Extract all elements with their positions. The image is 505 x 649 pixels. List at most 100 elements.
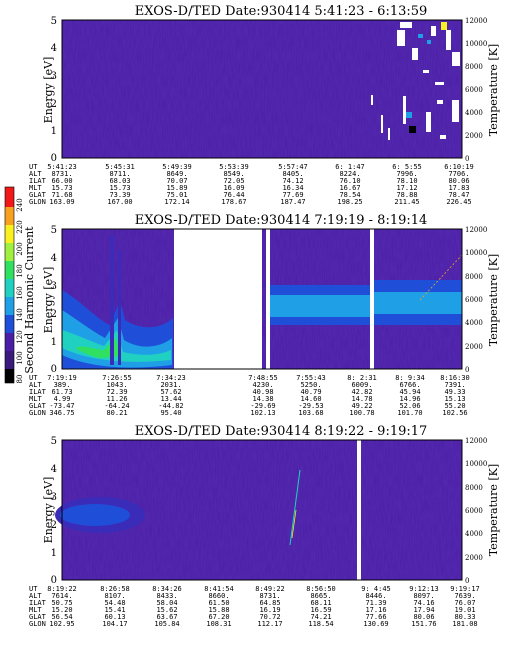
ephemeris-label: ILAT: [29, 388, 47, 396]
panel-2-y2tick: 0: [465, 366, 469, 374]
ephemeris-value: 15.41: [104, 606, 125, 614]
ephemeris-value: 8549.: [223, 170, 244, 178]
panel-2-band-left: [62, 235, 173, 369]
ephemeris-value: 11.26: [106, 395, 127, 403]
ephemeris-value: 102.13: [250, 409, 275, 417]
ephemeris-label: GLON: [29, 198, 46, 206]
ephemeris-value: 8:41:54: [204, 585, 234, 593]
ephemeris-label: ALT: [29, 170, 42, 178]
ephemeris-value: 73.39: [109, 191, 130, 199]
panel-1-ylabel: Energy [eV]: [42, 57, 55, 124]
colorbar-label: Second Harmonic Current: [23, 226, 36, 374]
panel-2-ytick: 0: [51, 364, 57, 375]
ephemeris-value: 8:56:50: [306, 585, 336, 593]
colorbar: 240 220 200 180 160 140 120 100 80 Secon…: [4, 186, 36, 384]
colorbar-tick: 80: [16, 375, 24, 384]
panel-1-yticks: 5 4 3 2 1 0: [51, 16, 57, 164]
ephemeris-value: 7996.: [396, 170, 417, 178]
ephemeris-value: 187.47: [280, 198, 305, 206]
panel-1: EXOS-D/TED Date:930414 5:41:23 - 6:13:59: [29, 4, 500, 206]
ephemeris-value: 130.69: [363, 620, 388, 628]
panel-1-ephemeris-col: 5:45:31 8711. 68.03 15.73 73.39 167.00: [105, 163, 135, 206]
ephemeris-value: 198.25: [337, 198, 362, 206]
ephemeris-value: 63.67: [156, 613, 177, 621]
ephemeris-value: 78.10: [396, 177, 417, 185]
ephemeris-value: 181.08: [452, 620, 477, 628]
panel-3-ephemeris: UT ALT ILAT MLT GLAT GLON 8:19:22 7614. …: [29, 585, 480, 628]
ephemeris-value: 5:49:39: [162, 163, 192, 171]
panel-2-ytick: 3: [51, 281, 57, 292]
ephemeris-value: 211.45: [394, 198, 419, 206]
ephemeris-value: 61.50: [208, 599, 229, 607]
panel-1-y2tick: 12000: [465, 17, 487, 25]
ephemeris-value: 61.73: [51, 388, 72, 396]
ephemeris-value: 112.17: [257, 620, 282, 628]
ephemeris-value: 8:19:22: [47, 585, 77, 593]
ephemeris-value: 70.72: [259, 613, 280, 621]
ephemeris-label: ALT: [29, 381, 42, 389]
ephemeris-value: 104.17: [102, 620, 127, 628]
ephemeris-value: 80.21: [106, 409, 127, 417]
panel-2-ephemeris-col: 8: 9:34 6766. 45.94 14.96 52.06 101.70: [395, 374, 425, 417]
ephemeris-value: 6009.: [351, 381, 372, 389]
ephemeris-value: 5:41:23: [47, 163, 77, 171]
panel-1-ephemeris-col: 6:10:19 7706. 80.06 17.83 78.47 226.45: [444, 163, 474, 206]
panel-3-y2tick: 8000: [465, 484, 483, 492]
panel-2-y2tick: 6000: [465, 296, 483, 304]
ephemeris-value: 64.85: [259, 599, 280, 607]
panel-3: EXOS-D/TED Date:930414 8:19:22 - 9:19:17…: [29, 424, 500, 628]
ephemeris-value: 8731.: [51, 170, 72, 178]
ephemeris-value: 72.05: [223, 177, 244, 185]
panel-1-y2tick: 4000: [465, 109, 483, 117]
colorbar-tick: 220: [16, 220, 24, 233]
ephemeris-value: 8711.: [109, 170, 130, 178]
panel-1-ephemeris-col: 6: 1:47 8224. 76.10 16.67 78.54 198.25: [335, 163, 365, 206]
ephemeris-value: 72.39: [106, 388, 127, 396]
ephemeris-value: 71.39: [365, 599, 386, 607]
panel-1-y2label: Temperature [K]: [487, 44, 500, 136]
ephemeris-value: 68.11: [310, 599, 331, 607]
ephemeris-value: 78.88: [396, 191, 417, 199]
panel-2-ephemeris-labels: UT ALT ILAT MLT GLAT GLON: [29, 374, 47, 417]
ephemeris-value: 76.10: [339, 177, 360, 185]
panel-1-ephemeris-col: 5:41:23 8731. 66.00 15.73 71.68 163.09: [47, 163, 77, 206]
ephemeris-value: 7:55:43: [296, 374, 326, 382]
ephemeris-value: 77.69: [282, 191, 303, 199]
ephemeris-value: 80.06: [448, 177, 469, 185]
ephemeris-value: 7639.: [454, 592, 475, 600]
panel-1-y2tick: 0: [465, 155, 469, 163]
ephemeris-value: 66.00: [51, 177, 72, 185]
ephemeris-value: 52.06: [399, 402, 420, 410]
ephemeris-value: 75.01: [166, 191, 187, 199]
panel-1-features: [371, 22, 460, 140]
panel-2-y2tick: 4000: [465, 319, 483, 327]
panel-1-ytick: 5: [51, 16, 57, 27]
ephemeris-value: 8665.: [310, 592, 331, 600]
ephemeris-value: 118.54: [308, 620, 333, 628]
colorbar-tick: 240: [16, 198, 24, 211]
ephemeris-label: UT: [29, 374, 38, 382]
ephemeris-value: 1043.: [106, 381, 127, 389]
panel-3-ytick: 3: [51, 492, 57, 503]
panel-2-y2ticks: 12000 10000 8000 6000 4000 2000 0: [465, 226, 487, 374]
panel-1-texture: [62, 20, 462, 158]
panel-3-ytick: 4: [51, 464, 57, 475]
panel-1-ephemeris-col: 5:53:39 8549. 72.05 16.09 76.44 178.67: [219, 163, 249, 206]
panel-2-band-right: [270, 254, 463, 325]
ephemeris-value: 151.76: [411, 620, 436, 628]
ephemeris-value: -64.24: [104, 402, 129, 410]
ephemeris-value: 17.12: [396, 184, 417, 192]
panel-3-ephemeris-col: 9:19:17 7639. 76.07 19.01 80.33 181.08: [450, 585, 480, 628]
ephemeris-value: 14.38: [252, 395, 273, 403]
ephemeris-value: 17.16: [365, 606, 386, 614]
colorbar-tick: 120: [16, 330, 24, 343]
panel-2-data-gap: [174, 229, 262, 369]
ephemeris-value: 8: 2:31: [347, 374, 377, 382]
ephemeris-label: ILAT: [29, 599, 47, 607]
ephemeris-value: 8:49:22: [255, 585, 285, 593]
ephemeris-value: 42.82: [351, 388, 372, 396]
ephemeris-value: -29.53: [298, 402, 323, 410]
ephemeris-value: 74.12: [282, 177, 303, 185]
ephemeris-value: 55.20: [444, 402, 465, 410]
